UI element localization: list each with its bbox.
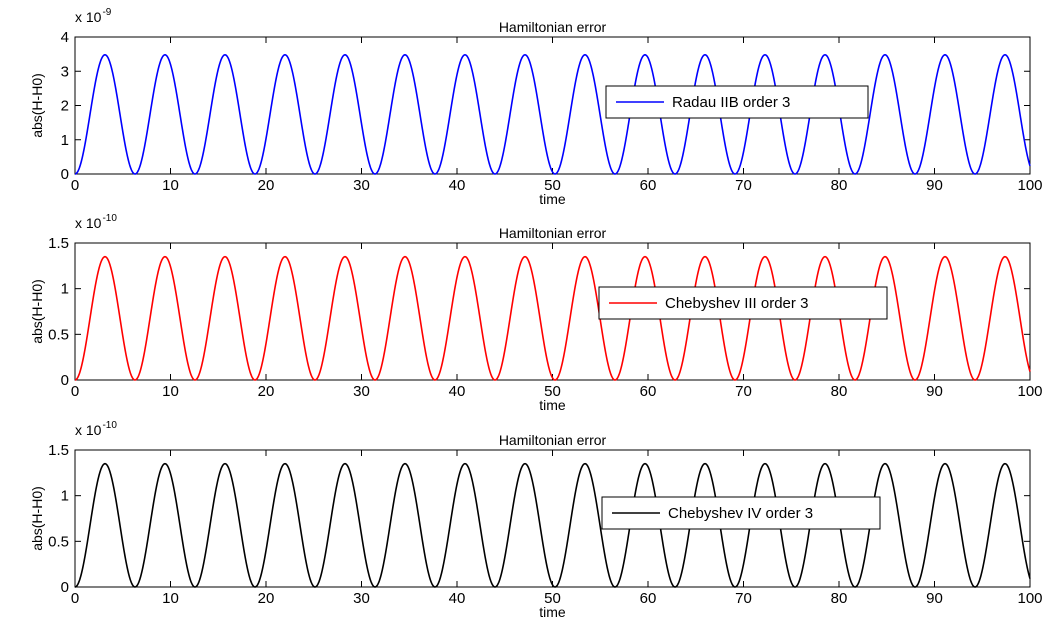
- legend: Chebyshev III order 3: [598, 286, 888, 320]
- legend: Chebyshev IV order 3: [601, 496, 881, 530]
- x-tick-label: 10: [162, 177, 179, 194]
- x-tick-label: 10: [162, 590, 179, 607]
- x-tick-label: 70: [735, 383, 752, 400]
- y-tick-label: 0: [61, 372, 69, 389]
- exponent-base: x 10: [75, 9, 102, 25]
- y-tick-label: 1.5: [48, 442, 69, 459]
- x-tick-label: 80: [831, 383, 848, 400]
- y-tick-label: 1: [61, 281, 69, 298]
- x-tick-label: 90: [926, 177, 943, 194]
- y-axis-label: abs(H-H0): [29, 73, 45, 138]
- x-tick-label: 40: [449, 383, 466, 400]
- exponent-power: -10: [102, 213, 117, 224]
- x-tick-label: 90: [926, 383, 943, 400]
- x-tick-label: 20: [258, 383, 275, 400]
- x-tick-label: 60: [640, 177, 657, 194]
- chart-title: Hamiltonian error: [499, 432, 607, 448]
- x-tick-label: 90: [926, 590, 943, 607]
- exponent-label: x 10-9: [75, 7, 112, 25]
- y-tick-label: 0.5: [48, 326, 69, 343]
- legend: Radau IIB order 3: [605, 85, 869, 119]
- chart-title: Hamiltonian error: [499, 225, 607, 241]
- x-axis-label: time: [539, 604, 566, 620]
- x-tick-label: 80: [831, 590, 848, 607]
- y-tick-label: 0: [61, 579, 69, 596]
- exponent-power: -10: [102, 420, 117, 431]
- x-tick-label: 40: [449, 177, 466, 194]
- x-axis-label: time: [539, 397, 566, 413]
- legend-label: Chebyshev IV order 3: [668, 505, 813, 522]
- exponent-power: -9: [102, 7, 111, 18]
- y-axis-label: abs(H-H0): [29, 279, 45, 344]
- y-tick-label: 1: [61, 488, 69, 505]
- y-tick-label: 4: [61, 29, 69, 46]
- x-tick-label: 60: [640, 590, 657, 607]
- x-tick-label: 100: [1017, 590, 1042, 607]
- x-tick-label: 30: [353, 177, 370, 194]
- y-tick-label: 0: [61, 166, 69, 183]
- y-tick-label: 0.5: [48, 533, 69, 550]
- y-tick-label: 1: [61, 132, 69, 149]
- x-tick-label: 0: [71, 383, 79, 400]
- exponent-base: x 10: [75, 215, 102, 231]
- y-tick-label: 2: [61, 98, 69, 115]
- x-tick-label: 40: [449, 590, 466, 607]
- x-tick-label: 20: [258, 177, 275, 194]
- x-tick-label: 30: [353, 383, 370, 400]
- x-axis-label: time: [539, 191, 566, 207]
- x-tick-label: 10: [162, 383, 179, 400]
- series-line-1: [74, 54, 1031, 175]
- axes-box: [74, 36, 1031, 175]
- x-tick-label: 70: [735, 590, 752, 607]
- chart-title: Hamiltonian error: [499, 19, 607, 35]
- y-axis-label: abs(H-H0): [29, 486, 45, 551]
- x-tick-label: 80: [831, 177, 848, 194]
- x-tick-label: 60: [640, 383, 657, 400]
- exponent-label: x 10-10: [75, 213, 117, 231]
- x-tick-label: 0: [71, 177, 79, 194]
- x-tick-label: 100: [1017, 177, 1042, 194]
- x-tick-label: 50: [544, 383, 561, 400]
- exponent-label: x 10-10: [75, 420, 117, 438]
- x-tick-label: 50: [544, 177, 561, 194]
- x-tick-label: 50: [544, 590, 561, 607]
- x-tick-label: 0: [71, 590, 79, 607]
- legend-label: Chebyshev III order 3: [665, 295, 808, 312]
- y-tick-label: 3: [61, 63, 69, 80]
- exponent-base: x 10: [75, 422, 102, 438]
- x-tick-label: 30: [353, 590, 370, 607]
- x-tick-label: 70: [735, 177, 752, 194]
- x-tick-label: 100: [1017, 383, 1042, 400]
- x-tick-label: 20: [258, 590, 275, 607]
- legend-label: Radau IIB order 3: [672, 94, 790, 111]
- axes-box: [74, 449, 1031, 588]
- y-tick-label: 1.5: [48, 235, 69, 252]
